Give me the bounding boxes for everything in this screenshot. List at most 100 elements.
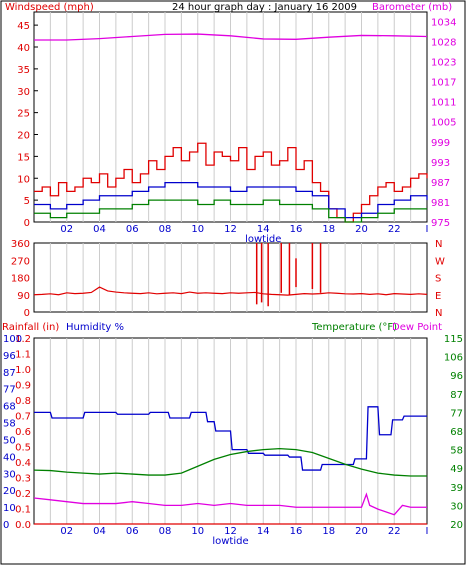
compass-direction-label: E bbox=[435, 291, 441, 302]
x-tick-label: 14 bbox=[257, 526, 270, 537]
right-tick-label: 1011 bbox=[431, 98, 456, 109]
x-tick-label: 22 bbox=[388, 526, 401, 537]
x-tick-label: 10 bbox=[191, 526, 204, 537]
right-tick-label: 975 bbox=[431, 218, 450, 229]
temperature-tick-label: 106 bbox=[444, 353, 463, 364]
temperature-tick-label: 49 bbox=[450, 464, 463, 475]
rainfall-tick-label: 0.8 bbox=[15, 396, 31, 407]
right-tick-label: 993 bbox=[431, 158, 450, 169]
direction-degree-label: 90 bbox=[17, 291, 30, 302]
temperature-tick-label: 58 bbox=[450, 446, 463, 457]
compass-direction-label: N bbox=[435, 239, 442, 250]
x-tick-label: 20 bbox=[355, 526, 368, 537]
barometer-series-line bbox=[34, 33, 428, 41]
left-tick-label: 40 bbox=[17, 43, 30, 54]
x-tick-label: 08 bbox=[159, 224, 172, 235]
right-tick-label: 1028 bbox=[431, 38, 456, 49]
wind-direction-series-line bbox=[33, 286, 428, 296]
direction-degree-label: 180 bbox=[11, 274, 30, 285]
left-tick-label: 45 bbox=[17, 21, 30, 32]
compass-direction-label: W bbox=[435, 256, 445, 267]
temperature-axis-title: Temperature (°F) bbox=[311, 322, 397, 333]
x-tick-label: 22 bbox=[388, 224, 401, 235]
x-tick-label: 16 bbox=[290, 526, 303, 537]
direction-degree-label: 360 bbox=[11, 239, 30, 250]
temperature-tick-label: 115 bbox=[444, 334, 463, 345]
humidity-tick-label: 20 bbox=[3, 486, 16, 497]
temperature-tick-label: 68 bbox=[450, 427, 463, 438]
humidity-tick-label: 100 bbox=[3, 334, 22, 345]
x-tick-label: 06 bbox=[126, 526, 139, 537]
x-tick-label: 08 bbox=[159, 526, 172, 537]
x-tick-label: 14 bbox=[257, 224, 270, 235]
humidity-tick-label: 58 bbox=[3, 419, 16, 430]
rainfall-tick-label: 1.2 bbox=[15, 334, 31, 345]
chart-title: 24 hour graph day : January 16 2009 bbox=[172, 2, 357, 13]
temperature-series-line bbox=[33, 447, 427, 477]
x-tick-label: 02 bbox=[60, 526, 73, 537]
temperature-tick-label: 96 bbox=[450, 371, 463, 382]
humidity-tick-label: 40 bbox=[3, 452, 16, 463]
low-series-line bbox=[34, 199, 427, 223]
rainfall-tick-label: 0.5 bbox=[15, 443, 31, 454]
dew-point-axis-title: Dew Point bbox=[392, 322, 442, 333]
compass-direction-label: N bbox=[435, 308, 442, 319]
gust-series-line bbox=[34, 142, 428, 223]
x-tick-label: I bbox=[426, 224, 429, 235]
right-tick-label: 1023 bbox=[431, 58, 456, 69]
x-tick-label: 12 bbox=[224, 224, 237, 235]
temperature-tick-label: 77 bbox=[450, 408, 463, 419]
x-tick-label: 12 bbox=[224, 526, 237, 537]
rainfall-tick-label: 0.9 bbox=[15, 381, 31, 392]
rain-humidity-temperature-panel: 0.0 0.1 0.2 0.3 0.4 0.5 0.6 0.7 0.8 0.9 1.0 1.1 1.2 0… bbox=[3, 334, 463, 547]
rainfall-tick-label: 0.1 bbox=[15, 505, 31, 516]
left-tick-label: 35 bbox=[17, 65, 30, 76]
compass-direction-label: S bbox=[435, 274, 441, 285]
x-tick-label: 20 bbox=[355, 224, 368, 235]
left-tick-label: 0 bbox=[24, 218, 30, 229]
humidity-tick-label: 77 bbox=[3, 385, 16, 396]
rainfall-tick-label: 0.4 bbox=[15, 458, 31, 469]
x-tick-label: 04 bbox=[93, 526, 106, 537]
windspeed-axis-title: Windspeed (mph) bbox=[5, 2, 94, 13]
humidity-tick-label: 30 bbox=[3, 469, 16, 480]
left-tick-label: 15 bbox=[17, 152, 30, 163]
x-tick-label: 02 bbox=[60, 224, 73, 235]
left-tick-label: 25 bbox=[17, 109, 30, 120]
right-tick-label: 987 bbox=[431, 178, 450, 189]
humidity-tick-label: 68 bbox=[3, 402, 16, 413]
temperature-tick-label: 39 bbox=[450, 483, 463, 494]
left-tick-label: 10 bbox=[17, 174, 30, 185]
x-tick-label: 06 bbox=[126, 224, 139, 235]
right-tick-label: 981 bbox=[431, 198, 450, 209]
rainfall-tick-label: 0.6 bbox=[15, 427, 31, 438]
left-tick-label: 5 bbox=[24, 196, 30, 207]
x-tick-label: 04 bbox=[93, 224, 106, 235]
left-tick-label: 20 bbox=[17, 131, 30, 142]
right-tick-label: 1034 bbox=[431, 17, 456, 28]
x-tick-label: 10 bbox=[191, 224, 204, 235]
x-tick-label: 16 bbox=[290, 224, 303, 235]
humidity-tick-label: 10 bbox=[3, 503, 16, 514]
direction-degree-label: 270 bbox=[11, 256, 30, 267]
rainfall-tick-label: 0.2 bbox=[15, 489, 31, 500]
x-annotation-label: lowtide bbox=[245, 234, 281, 245]
humidity-tick-label: 96 bbox=[3, 351, 16, 362]
rainfall-axis-title: Rainfall (in) bbox=[2, 322, 59, 333]
temperature-tick-label: 30 bbox=[450, 501, 463, 512]
x-tick-label: I bbox=[426, 526, 429, 537]
rainfall-tick-label: 0.3 bbox=[15, 474, 31, 485]
rainfall-tick-label: 1.1 bbox=[15, 350, 31, 361]
wind-barometer-panel: 0510152025303540459759819879939991005101… bbox=[17, 11, 456, 245]
temperature-tick-label: 20 bbox=[450, 520, 463, 531]
left-tick-label: 30 bbox=[17, 87, 30, 98]
right-tick-label: 999 bbox=[431, 138, 450, 149]
humidity-tick-label: 0 bbox=[3, 520, 9, 531]
dew_point-series-line bbox=[33, 492, 427, 516]
x-tick-label: 18 bbox=[322, 526, 335, 537]
direction-degree-label: 0 bbox=[24, 308, 30, 319]
rainfall-tick-label: 1.0 bbox=[15, 365, 31, 376]
temperature-tick-label: 87 bbox=[450, 390, 463, 401]
x-annotation-label: lowtide bbox=[212, 536, 248, 547]
